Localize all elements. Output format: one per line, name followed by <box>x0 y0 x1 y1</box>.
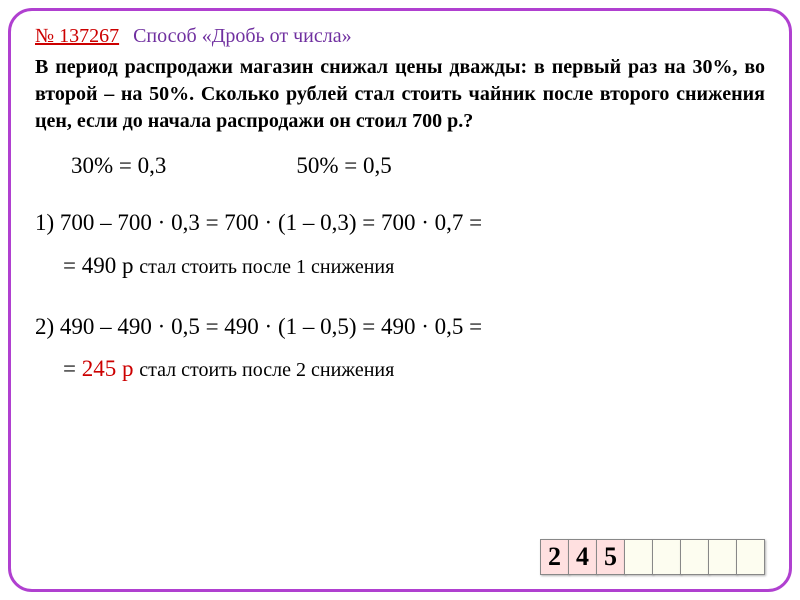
answer-box: 2 4 5 <box>541 539 765 575</box>
header: № 137267 Способ «Дробь от числа» <box>35 25 765 48</box>
step-1-result: = 490 р стал стоить после 1 снижения <box>63 248 765 285</box>
step-1: 1) 700 – 700 · 0,3 = 700 · (1 – 0,3) = 7… <box>35 205 765 285</box>
answer-cell[interactable] <box>652 539 681 575</box>
answer-cell[interactable]: 2 <box>540 539 569 575</box>
method-title: Способ «Дробь от числа» <box>133 25 352 48</box>
answer-cell[interactable]: 5 <box>596 539 625 575</box>
task-number: № 137267 <box>35 25 119 48</box>
step-1-prefix: = <box>63 253 82 278</box>
step-2-calc: 2) 490 – 490 · 0,5 = 490 · (1 – 0,5) = 4… <box>35 309 765 346</box>
step-2-prefix: = <box>63 356 82 381</box>
answer-cell[interactable]: 4 <box>568 539 597 575</box>
problem-text: В период распродажи магазин снижал цены … <box>35 54 765 135</box>
step-2-value: 245 р <box>82 356 140 381</box>
answer-cell[interactable] <box>680 539 709 575</box>
step-1-rest: стал стоить после 1 снижения <box>139 256 394 278</box>
answer-cell[interactable] <box>624 539 653 575</box>
answer-cell[interactable] <box>708 539 737 575</box>
main-frame: № 137267 Способ «Дробь от числа» В перио… <box>8 8 792 592</box>
step-2: 2) 490 – 490 · 0,5 = 490 · (1 – 0,5) = 4… <box>35 309 765 389</box>
answer-cell[interactable] <box>736 539 765 575</box>
conversions: 30% = 0,3 50% = 0,5 <box>71 153 765 179</box>
step-1-calc: 1) 700 – 700 · 0,3 = 700 · (1 – 0,3) = 7… <box>35 205 765 242</box>
step-2-rest: стал стоить после 2 снижения <box>139 359 394 381</box>
step-2-result: = 245 р стал стоить после 2 снижения <box>63 351 765 388</box>
step-1-value: 490 р <box>82 253 140 278</box>
conversion-1: 30% = 0,3 <box>71 153 166 179</box>
conversion-2: 50% = 0,5 <box>296 153 391 179</box>
